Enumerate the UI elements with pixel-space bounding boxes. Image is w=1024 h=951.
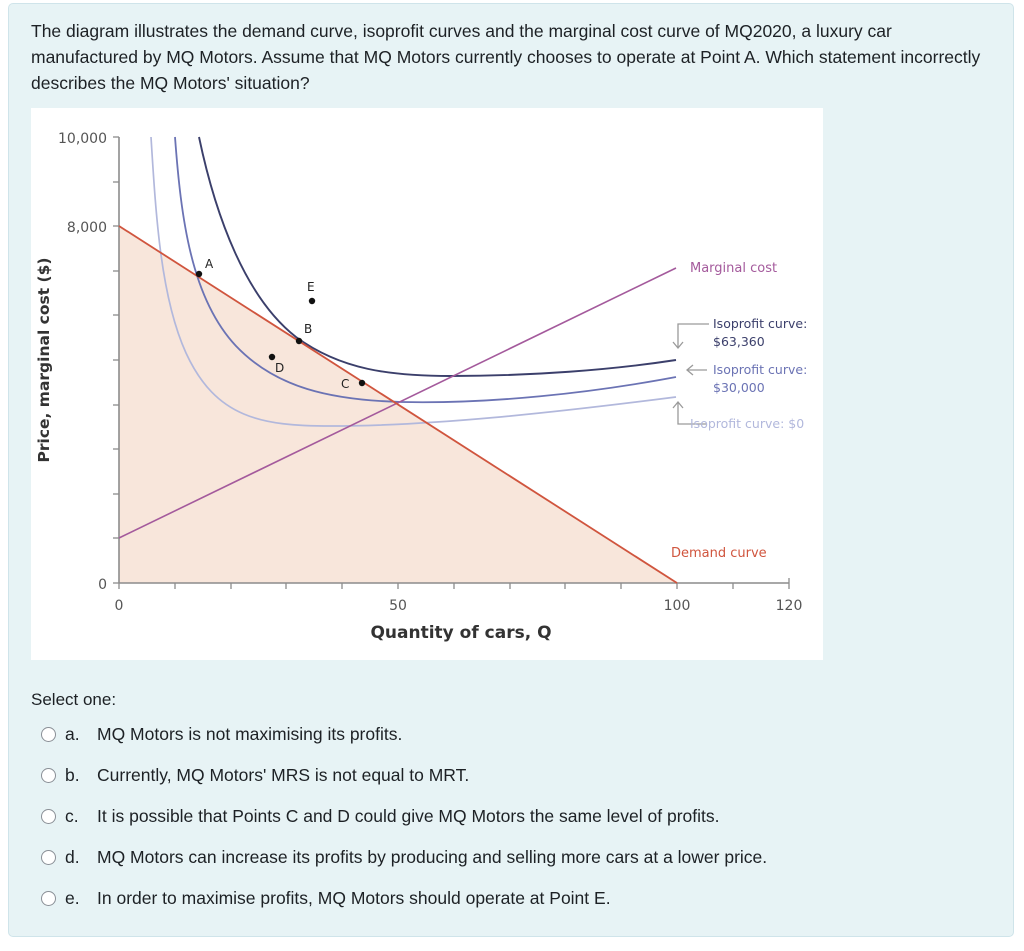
isoprofit-zero-arrowhead [672,400,684,409]
x-tick-label-0: 0 [115,598,124,614]
isoprofit-mid-arrowhead [685,364,694,376]
question-text: The diagram illustrates the demand curve… [31,21,981,93]
option-d[interactable]: d. MQ Motors can increase its profits by… [41,837,1001,878]
marginal-cost-label: Marginal cost [690,261,777,276]
demand-curve-label: Demand curve [671,546,767,561]
point-c [358,379,366,387]
question-card: The diagram illustrates the demand curve… [8,3,1014,937]
point-e [308,297,316,305]
option-text: MQ Motors can increase its profits by pr… [97,847,768,867]
point-a [195,270,203,278]
isoprofit-curve-63360 [198,136,677,377]
option-letter: d. [65,847,80,867]
isoprofit-high-arrowhead [672,341,684,350]
isoprofit-high-label-line1: Isoprofit curve: [713,316,807,331]
x-ticks [118,578,790,589]
isoprofit-mid-label-line1: Isoprofit curve: [713,362,807,377]
isoprofit-curve-30000 [174,136,677,404]
isoprofit-curve-zero [150,136,677,427]
y-tick-label-10000: 10,000 [58,131,107,147]
isoprofit-mid-label-line2: $30,000 [713,380,765,395]
point-d [268,353,276,361]
chart-svg: 10,000 8,000 0 0 50 100 120 Price, margi… [35,131,807,643]
y-ticks [113,136,119,584]
radio-button-a[interactable] [41,727,56,742]
demand-curve [118,225,678,584]
radio-button-c[interactable] [41,809,56,824]
option-letter: e. [65,888,80,908]
option-text: Currently, MQ Motors' MRS is not equal t… [97,765,470,785]
economics-diagram: 10,000 8,000 0 0 50 100 120 Price, margi… [31,108,823,660]
radio-button-e[interactable] [41,891,56,906]
point-b-label: B [304,322,312,336]
option-letter: a. [65,724,80,744]
x-tick-label-100: 100 [664,598,691,614]
x-tick-label-50: 50 [389,598,407,614]
option-text: It is possible that Points C and D could… [97,806,720,826]
x-tick-label-120: 120 [776,598,803,614]
isoprofit-high-label-line2: $63,360 [713,334,765,349]
point-d-label: D [275,361,284,375]
point-e-label: E [307,280,315,294]
option-text: In order to maximise profits, MQ Motors … [97,888,611,908]
isoprofit-zero-label: Isoprofit curve: $0 [690,416,804,431]
radio-button-d[interactable] [41,850,56,865]
x-axis-title: Quantity of cars, Q [370,623,551,643]
option-e[interactable]: e. In order to maximise profits, MQ Moto… [41,878,1001,919]
point-c-label: C [341,377,349,391]
option-a[interactable]: a. MQ Motors is not maximising its profi… [41,714,1001,755]
y-tick-label-0: 0 [98,577,107,593]
radio-button-b[interactable] [41,768,56,783]
option-letter: c. [65,806,79,826]
isoprofit-high-arrow [677,323,709,348]
option-letter: b. [65,765,80,785]
marginal-cost-curve [118,267,677,539]
y-axis-title: Price, marginal cost ($) [35,258,53,463]
point-b [295,337,303,345]
select-one-prompt: Select one: [31,690,117,709]
answer-options: a. MQ Motors is not maximising its profi… [41,714,1001,919]
isoprofit-zero-arrow [677,402,707,425]
point-a-label: A [205,257,214,271]
option-c[interactable]: c. It is possible that Points C and D co… [41,796,1001,837]
y-tick-label-8000: 8,000 [67,220,107,236]
option-b[interactable]: b. Currently, MQ Motors' MRS is not equa… [41,755,1001,796]
option-text: MQ Motors is not maximising its profits. [97,724,403,744]
